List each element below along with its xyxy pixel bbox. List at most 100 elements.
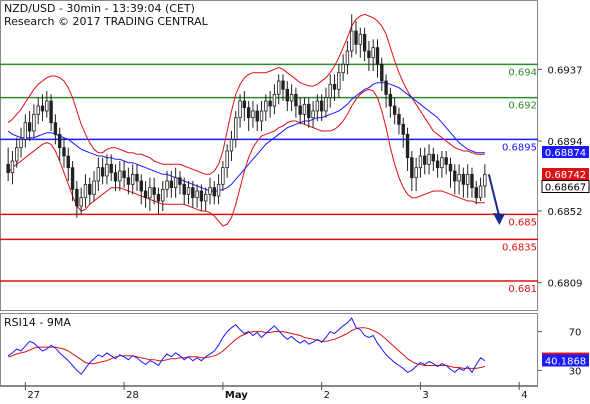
candle-body — [242, 100, 247, 109]
rsi-line — [7, 317, 486, 375]
candle-body — [19, 138, 23, 149]
candle-body — [255, 110, 259, 122]
candle — [453, 164, 457, 195]
candle — [358, 27, 363, 58]
candle-body — [448, 163, 453, 172]
rsi-plot-frame — [0, 313, 538, 386]
candle — [40, 94, 45, 121]
candle — [66, 147, 70, 181]
candle — [375, 39, 380, 78]
candle-body — [350, 30, 354, 52]
candle-body — [311, 110, 315, 119]
candle — [169, 171, 174, 198]
candle — [229, 131, 234, 161]
candle-body — [414, 167, 418, 179]
candle — [264, 94, 268, 121]
candle-body — [70, 167, 75, 190]
candle-body — [251, 110, 255, 119]
candle — [350, 14, 354, 58]
candle-body — [135, 173, 139, 182]
candle-body — [195, 190, 199, 199]
candle-body — [75, 188, 79, 207]
price-tag-box — [542, 354, 589, 367]
candle — [208, 177, 212, 205]
forecast-arrow-head — [492, 213, 505, 225]
candle-body — [225, 150, 229, 169]
candle-body — [457, 173, 461, 182]
candle — [259, 101, 264, 131]
candle-body — [191, 187, 195, 199]
candle-body — [461, 173, 466, 185]
candle-body — [435, 160, 440, 169]
candle-body — [32, 113, 36, 132]
candle — [337, 64, 341, 98]
candle-body — [105, 163, 109, 177]
level-label: 0.685 — [508, 217, 537, 228]
candle — [332, 74, 337, 101]
candle — [307, 97, 311, 128]
candle-body — [478, 185, 483, 199]
candle-body — [375, 47, 380, 65]
candle-body — [371, 47, 375, 59]
candle — [109, 154, 113, 181]
research-credit: Research © 2017 TRADING CENTRAL — [4, 15, 209, 28]
candle-body — [49, 100, 53, 124]
candle — [294, 87, 298, 118]
candle — [371, 39, 375, 71]
candle-body — [315, 100, 320, 112]
candle — [242, 91, 247, 121]
forecast-arrow — [487, 174, 505, 225]
price-tag-label: 0.68874 — [545, 148, 586, 159]
candle-body — [345, 50, 350, 65]
candle — [62, 137, 66, 168]
candle — [435, 154, 440, 178]
candle-body — [298, 105, 302, 115]
candle-body — [96, 167, 101, 182]
candle — [474, 181, 478, 205]
candle-body — [118, 170, 122, 182]
level-label: 0.6835 — [502, 242, 537, 253]
candle — [6, 147, 10, 181]
candle-body — [173, 177, 178, 189]
candle-body — [474, 187, 478, 199]
candle — [380, 57, 384, 91]
candle — [405, 127, 410, 171]
candle-body — [10, 160, 15, 174]
candle-body — [169, 180, 174, 189]
candle-body — [281, 80, 285, 90]
candle-body — [427, 153, 431, 165]
candle — [139, 174, 143, 205]
candle — [156, 187, 161, 215]
bollinger-bands — [7, 13, 485, 227]
candle — [10, 151, 15, 185]
level-label: 0.681 — [508, 284, 537, 295]
candle — [298, 97, 302, 125]
time-tick-label: May — [225, 390, 248, 400]
candle-body — [148, 187, 152, 199]
candle — [281, 74, 285, 101]
candle-body — [367, 50, 371, 59]
candle-body — [268, 100, 272, 107]
candle-body — [332, 83, 337, 90]
candle — [23, 114, 28, 148]
candle — [311, 101, 315, 128]
candle-body — [221, 167, 225, 185]
candle — [388, 87, 393, 118]
candle — [152, 177, 156, 205]
price-tick-label: 0.6852 — [548, 207, 583, 218]
candle — [199, 184, 204, 211]
candle — [289, 84, 294, 111]
candle-body — [204, 193, 208, 202]
candle-body — [156, 193, 161, 202]
candle — [268, 91, 272, 118]
level-label: 0.6895 — [502, 142, 537, 153]
candle-body — [384, 80, 388, 95]
upper-band-line — [7, 13, 485, 175]
candle-body — [431, 153, 436, 162]
candle-body — [113, 172, 118, 182]
candle — [32, 104, 36, 138]
time-tick-label: 2 — [324, 390, 330, 400]
candle-body — [53, 122, 58, 135]
